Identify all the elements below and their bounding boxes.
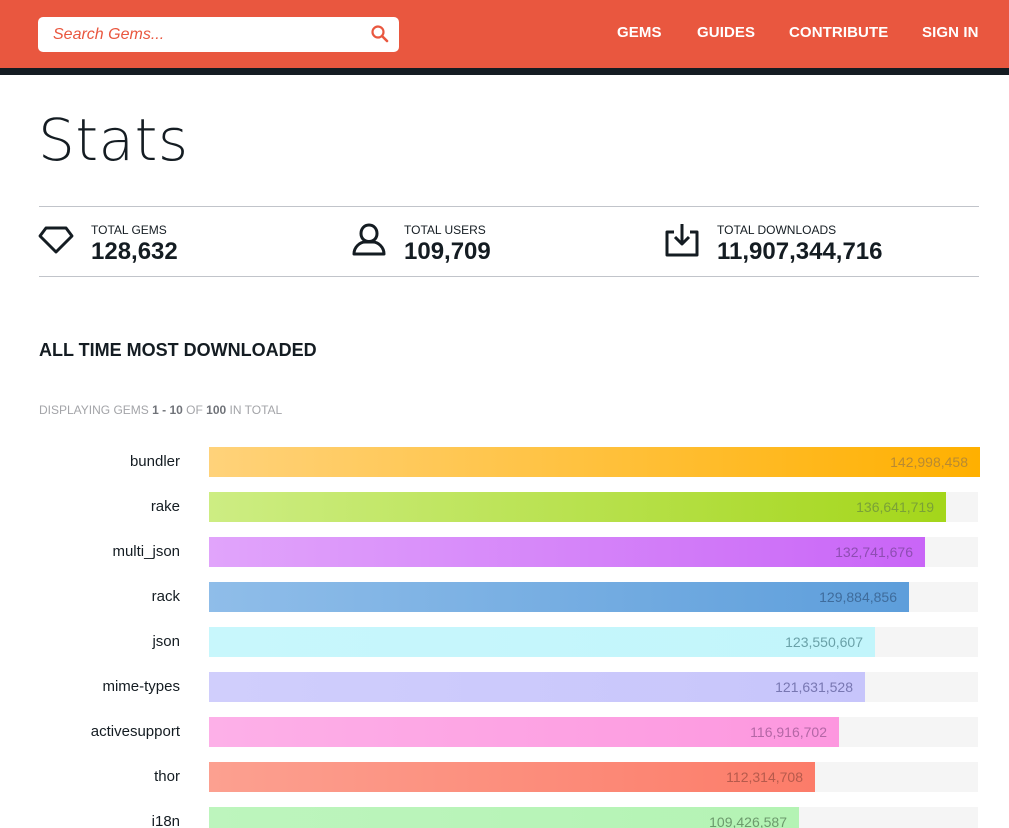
bar-value-label: 136,641,719 [856, 499, 934, 515]
bar-value-label: 129,884,856 [819, 589, 897, 605]
bar-rack [209, 582, 909, 612]
stats-divider-top [39, 206, 979, 207]
search-icon[interactable] [370, 24, 390, 44]
gem-name-i18n[interactable]: i18n [151, 813, 180, 828]
total-users-value: 109,709 [404, 238, 491, 265]
bar-value-label: 112,314,708 [726, 769, 803, 785]
total-users-label: TOTAL USERS [404, 223, 486, 237]
section-title: ALL TIME MOST DOWNLOADED [39, 340, 317, 360]
gem-name-rack[interactable]: rack [151, 588, 180, 605]
bar-value-label: 132,741,676 [835, 544, 913, 560]
gem-name-mime-types[interactable]: mime-types [102, 678, 180, 695]
bar-mime-types [209, 672, 865, 702]
header-divider [0, 68, 1009, 75]
stats-divider-bottom [39, 276, 979, 277]
gem-name-rake[interactable]: rake [150, 498, 180, 515]
site-header: GEMS GUIDES CONTRIBUTE SIGN IN [0, 0, 1009, 68]
page-title: Stats [38, 106, 189, 174]
nav-sign-in-link[interactable]: SIGN IN [922, 24, 979, 41]
paging-range: 1 - 10 [152, 403, 183, 417]
download-icon [665, 224, 699, 257]
gem-icon [38, 226, 74, 254]
paging-of: OF [182, 403, 207, 417]
search-box [38, 17, 399, 52]
paging-suffix: IN TOTAL [226, 403, 283, 417]
search-input[interactable] [38, 17, 358, 52]
gem-name-activesupport[interactable]: activesupport [90, 723, 180, 740]
gem-name-json[interactable]: json [152, 633, 180, 650]
gem-name-thor[interactable]: thor [154, 768, 180, 785]
bar-value-label: 116,916,702 [750, 724, 827, 740]
bar-json [209, 627, 875, 657]
gem-name-bundler[interactable]: bundler [129, 453, 180, 470]
total-gems-label: TOTAL GEMS [91, 223, 167, 237]
nav-guides-link[interactable]: GUIDES [697, 24, 756, 41]
bar-value-label: 142,998,458 [890, 454, 968, 470]
total-downloads-label: TOTAL DOWNLOADS [717, 223, 837, 237]
nav-gems-link[interactable]: GEMS [617, 24, 662, 41]
pagination-info: DISPLAYING GEMS 1 - 10 OF 100 IN TOTAL [39, 403, 282, 417]
paging-prefix: DISPLAYING GEMS [39, 403, 153, 417]
total-downloads-value: 11,907,344,716 [717, 238, 883, 265]
bar-value-label: 109,426,587 [709, 814, 787, 828]
bar-value-label: 121,631,528 [775, 679, 853, 695]
bar-multi_json [209, 537, 925, 567]
bar-thor [209, 762, 815, 792]
gem-name-multi_json[interactable]: multi_json [112, 543, 180, 560]
bar-activesupport [209, 717, 839, 747]
bar-value-label: 123,550,607 [785, 634, 863, 650]
total-gems-value: 128,632 [91, 238, 178, 265]
paging-total: 100 [206, 403, 227, 417]
user-icon [352, 223, 386, 256]
bar-rake [209, 492, 946, 522]
bar-i18n [209, 807, 799, 828]
bar-bundler [209, 447, 980, 477]
nav-contribute-link[interactable]: CONTRIBUTE [789, 24, 889, 41]
